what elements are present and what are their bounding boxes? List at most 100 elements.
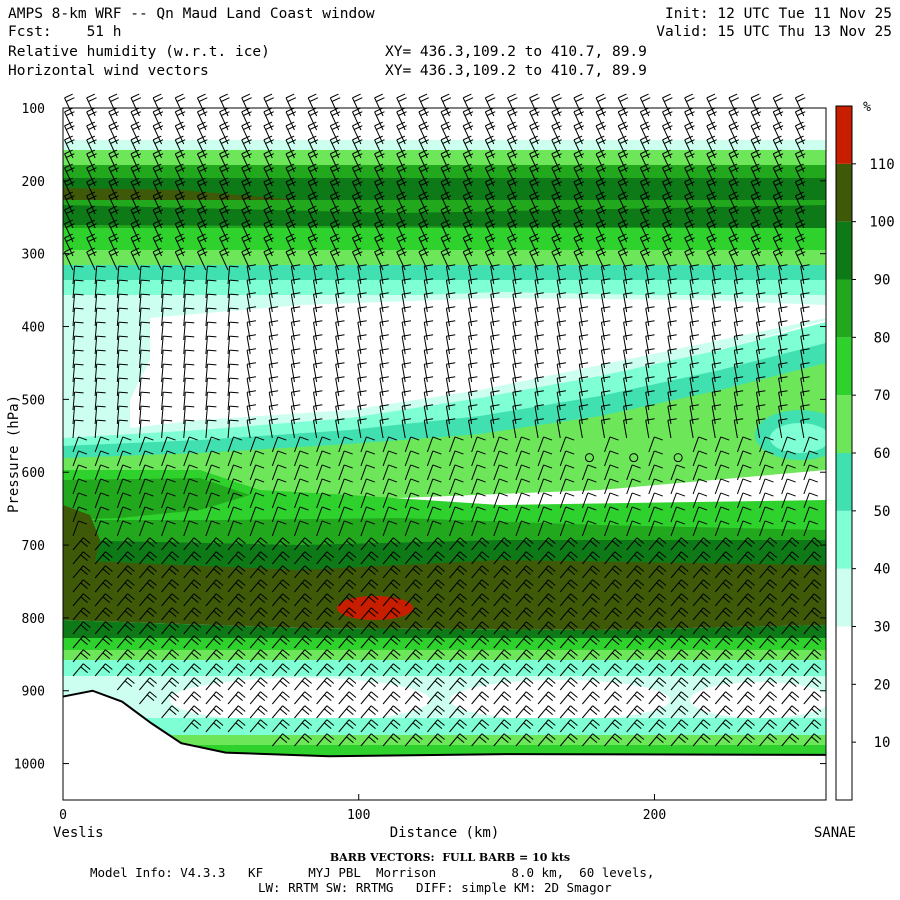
wind-barb-flag: [219, 135, 228, 141]
wind-barb-flag: [744, 708, 753, 715]
wind-barb-flag: [601, 278, 611, 281]
wind-barb: [227, 663, 239, 677]
wind-barb: [733, 392, 738, 411]
wind-barb: [263, 251, 273, 271]
wind-barb-flag: [401, 376, 412, 379]
wind-barb: [404, 579, 416, 593]
wind-barb-flag: [74, 307, 84, 310]
wind-barb: [357, 364, 362, 383]
wind-barb: [581, 579, 594, 593]
wind-barb-flag: [501, 554, 509, 561]
wind-barb: [578, 266, 583, 285]
wind-barb-flag: [100, 492, 110, 497]
wind-barb-flag: [241, 149, 251, 155]
wind-barb-flag: [795, 121, 804, 127]
wind-barb-flag: [191, 582, 199, 589]
wind-barb-flag: [618, 177, 627, 183]
wind-barb-flag: [501, 722, 509, 729]
wind-barb-flag: [725, 635, 733, 642]
wind-barb-flag: [662, 247, 671, 253]
wind-barb: [360, 621, 372, 635]
wind-barb-flag: [154, 195, 164, 200]
wind-barb-flag: [122, 450, 132, 455]
wind-barb-flag: [459, 621, 468, 628]
wind-barb-flag: [235, 666, 243, 673]
wind-barb-flag: [130, 135, 140, 141]
wind-barb-flag: [545, 736, 554, 743]
wind-barb-flag: [175, 205, 184, 211]
wind-barb-flag: [74, 349, 84, 352]
wind-barb: [733, 280, 738, 299]
wind-barb-flag: [390, 554, 398, 561]
wind-barb: [382, 607, 394, 621]
wind-barb-flag: [215, 635, 224, 642]
wind-barb: [316, 677, 328, 691]
wind-barb: [382, 450, 390, 467]
wind-barb-flag: [412, 680, 421, 687]
xy-label-1: XY= 436.3,109.2 to 410.7, 89.9: [385, 44, 647, 60]
wind-barb-flag: [706, 191, 716, 197]
wind-barb-flag: [684, 163, 694, 169]
wind-barb-flag: [589, 680, 598, 687]
wind-barb-flag: [171, 607, 180, 614]
wind-barb: [667, 350, 672, 369]
wind-barb-flag: [279, 694, 288, 701]
wind-barb-flag: [592, 621, 600, 628]
wind-barb: [667, 392, 672, 411]
wind-barb-flag: [374, 205, 383, 211]
wind-barb-flag: [684, 177, 694, 183]
wind-barb-flag: [567, 680, 576, 687]
wind-barb-flag: [149, 565, 157, 572]
wind-barb-flag: [725, 649, 733, 656]
wind-barb-flag: [678, 708, 686, 715]
wind-barb-flag: [579, 418, 589, 421]
wind-barbs: [64, 93, 822, 747]
wind-barb-flag: [811, 652, 819, 659]
wind-barb-flag: [766, 596, 775, 603]
wind-barb-flag: [434, 582, 443, 589]
wind-barb-flag: [567, 540, 576, 547]
wind-barb-flag: [570, 733, 578, 740]
wind-barb-flag: [641, 209, 651, 214]
wind-barb-flag: [330, 219, 339, 225]
wind-barb-flag: [154, 237, 164, 242]
wind-barb: [161, 392, 164, 411]
wind-barb: [227, 450, 234, 467]
wind-barb-flag: [663, 153, 673, 158]
wind-barb-flag: [265, 97, 274, 102]
wind-barb-flag: [171, 579, 180, 586]
wind-barb-flag: [813, 733, 822, 740]
wind-barb-flag: [108, 205, 118, 211]
wind-barb-flag: [499, 520, 508, 525]
wind-barb: [108, 251, 118, 271]
wind-barb: [515, 733, 527, 747]
wind-barb-flag: [415, 621, 423, 628]
colorbar-bin: [836, 684, 852, 743]
wind-barb: [604, 593, 616, 607]
wind-barb-flag: [508, 125, 518, 130]
wind-barb-flag: [464, 223, 474, 228]
wind-barb-flag: [678, 554, 686, 561]
wind-barb-flag: [74, 419, 84, 422]
wind-barb: [471, 506, 478, 523]
wind-barb: [490, 392, 495, 411]
wind-barb-flag: [557, 362, 567, 365]
wind-barb-flag: [277, 506, 287, 511]
wind-barb-flag: [166, 478, 176, 483]
wind-barb-flag: [171, 635, 180, 642]
wind-barb-flag: [479, 638, 487, 645]
wind-barb: [249, 436, 257, 453]
wind-barb-flag: [211, 464, 220, 469]
wind-barb-flag: [86, 121, 96, 127]
wind-barb-flag: [330, 107, 339, 113]
wind-barb-flag: [800, 278, 810, 281]
wind-barb: [382, 621, 394, 635]
wind-barb-flag: [370, 593, 379, 600]
wind-barb-flag: [796, 195, 806, 200]
wind-barb-flag: [124, 652, 133, 659]
field-label-rh: Relative humidity (w.r.t. ice): [8, 44, 270, 60]
wind-barb-flag: [366, 464, 376, 469]
wind-barb-flag: [357, 278, 367, 281]
wind-barb-flag: [609, 464, 619, 469]
wind-barb-flag: [197, 93, 206, 99]
